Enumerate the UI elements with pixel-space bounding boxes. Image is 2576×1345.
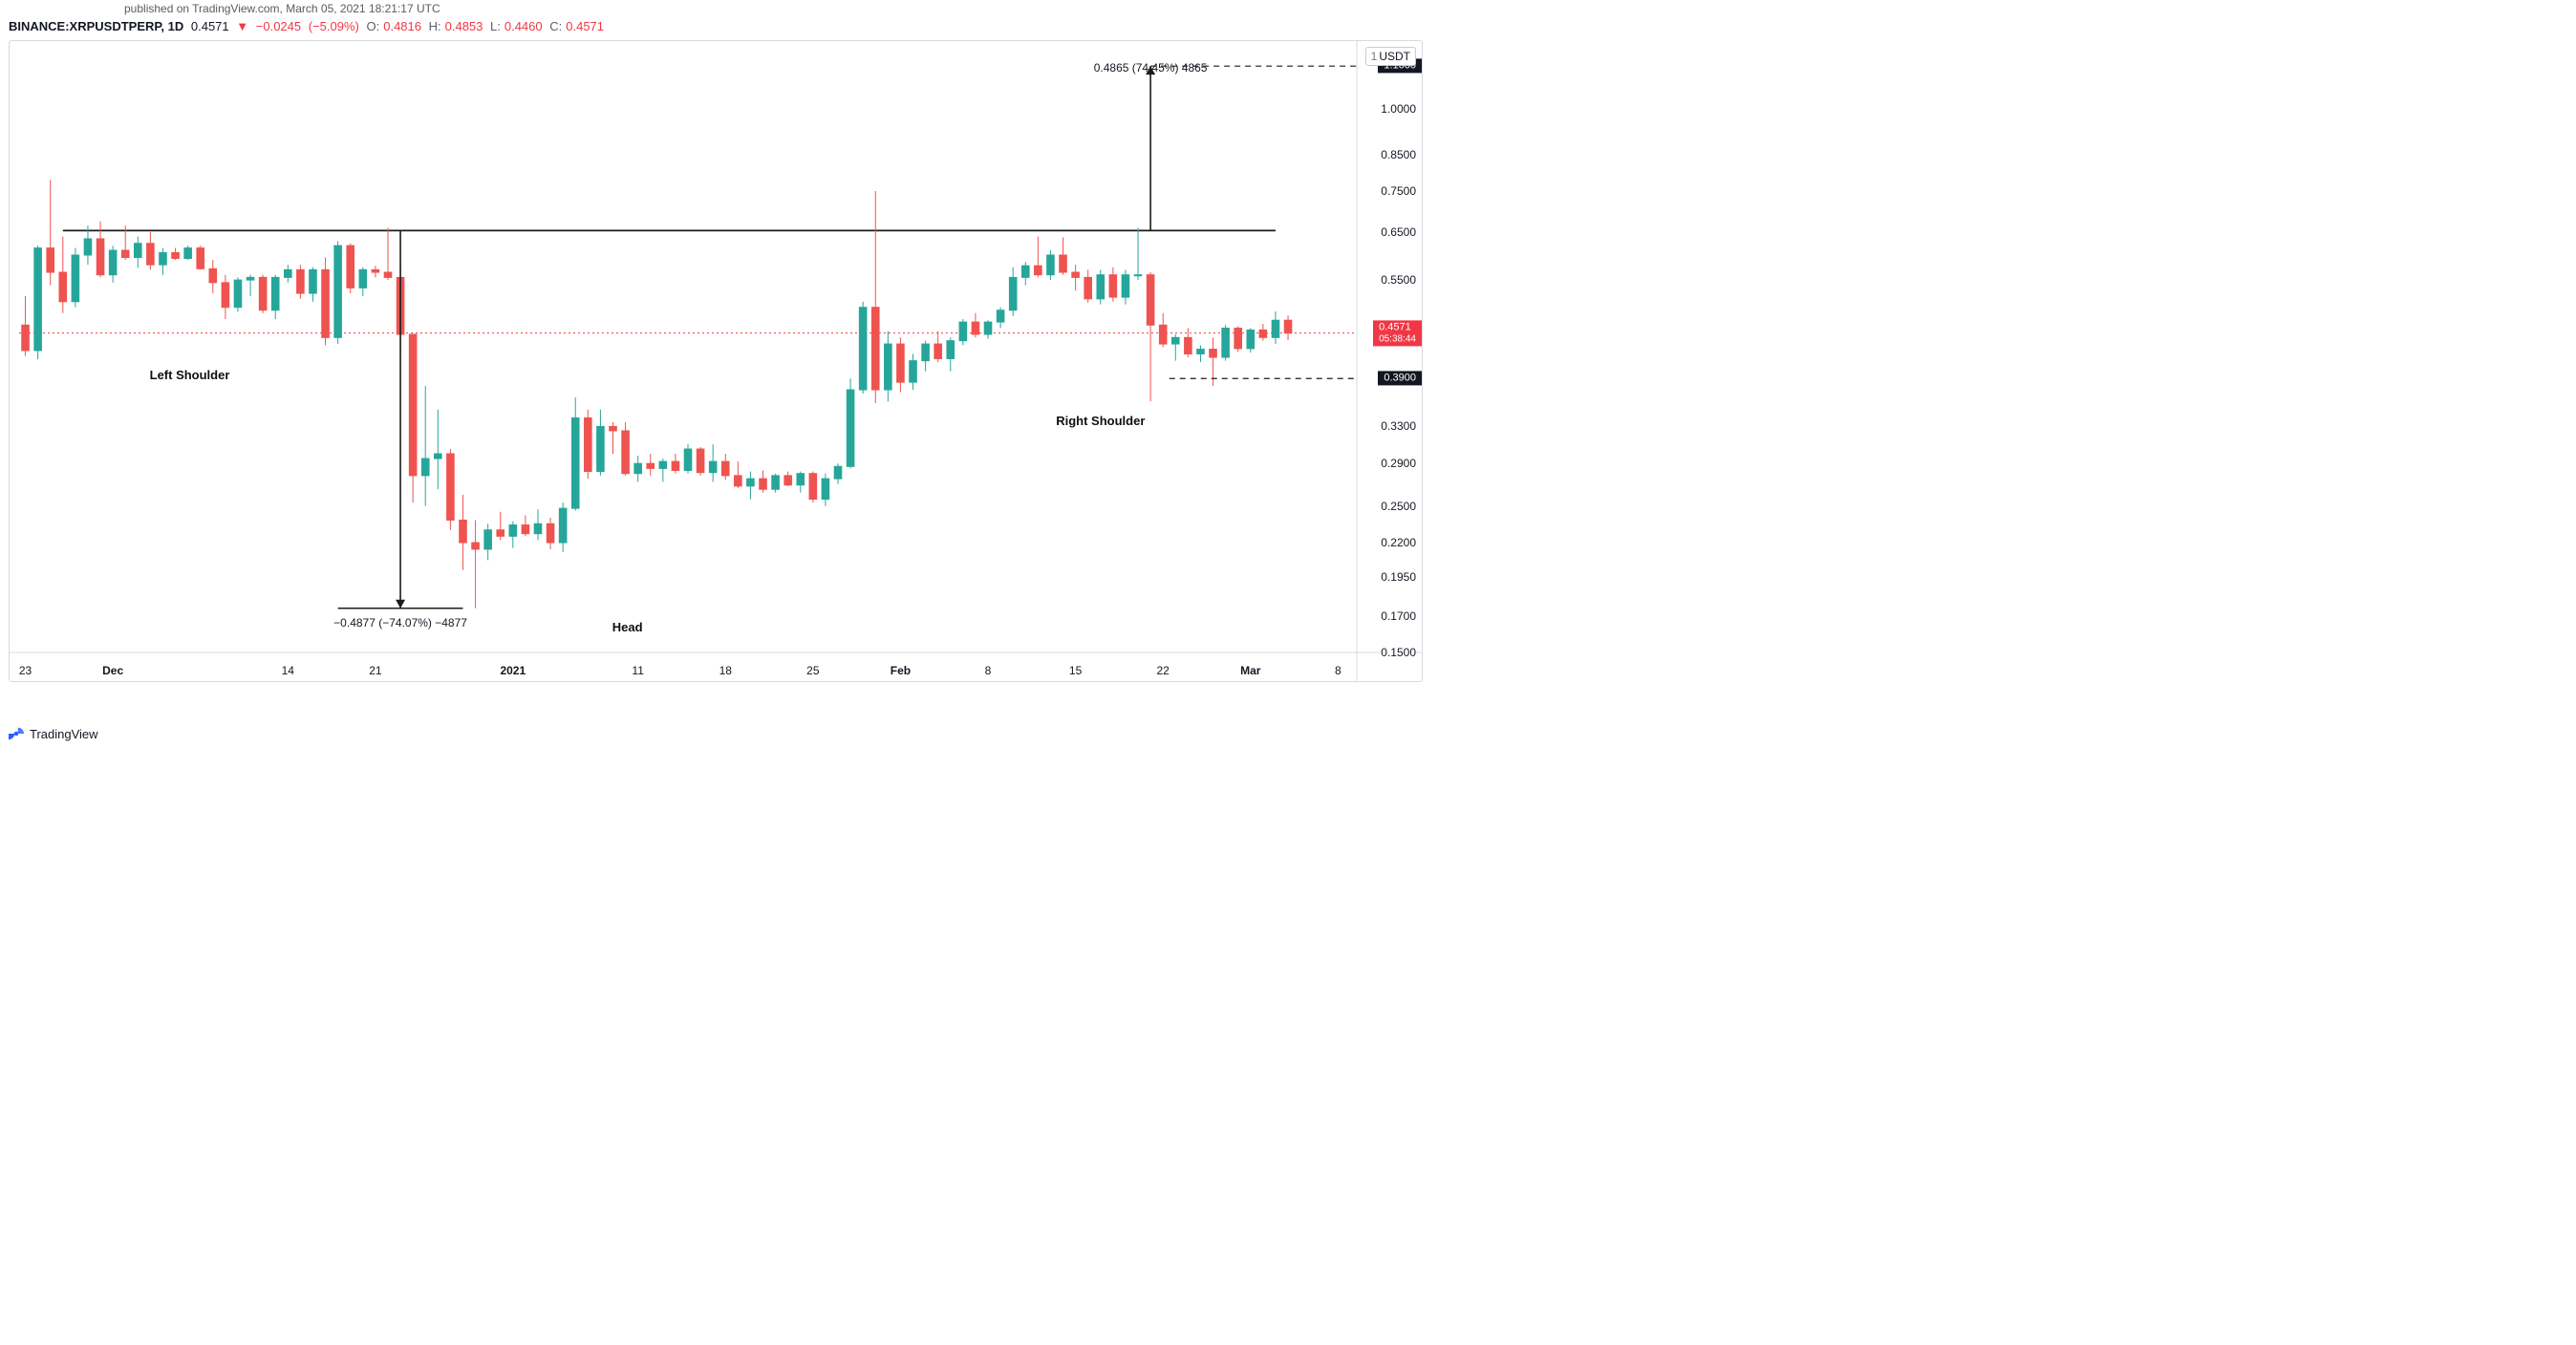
y-tick-label: 0.5500 xyxy=(1381,273,1416,287)
x-tick-label: 18 xyxy=(719,664,732,677)
chart-area[interactable]: 1.0000 0.8500 0.7500 0.6500 0.5500 0.3300 0.29… xyxy=(10,41,1422,681)
h-val: 0.4853 xyxy=(445,19,483,33)
y-tick-label: 0.1950 xyxy=(1381,570,1416,584)
measure-label: −0.4877 (−74.07%) −4877 xyxy=(333,616,467,630)
annotation-label: Head xyxy=(612,620,643,634)
y-tick-label: 0.3300 xyxy=(1381,419,1416,433)
x-tick-label: 8 xyxy=(985,664,992,677)
x-tick-label: 25 xyxy=(806,664,819,677)
x-tick-label: 15 xyxy=(1069,664,1082,677)
o-label: O: xyxy=(367,19,380,33)
price-tag: 0.3900 xyxy=(1378,372,1422,386)
currency-badge: 1USDT xyxy=(1365,47,1416,66)
tradingview-logo-icon xyxy=(9,726,24,741)
measure-label: 0.4865 (74.45%) 4865 xyxy=(1094,61,1208,75)
l-val: 0.4460 xyxy=(504,19,543,33)
y-tick-label: 0.2200 xyxy=(1381,536,1416,549)
x-tick-label: 2021 xyxy=(500,664,526,677)
x-tick-label: Dec xyxy=(102,664,123,677)
chart-panel[interactable]: 1.0000 0.8500 0.7500 0.6500 0.5500 0.3300 0.29… xyxy=(9,40,1423,682)
footer-brand: TradingView xyxy=(30,727,98,741)
annotation-label: Left Shoulder xyxy=(150,368,230,382)
change: −0.0245 xyxy=(256,19,301,33)
y-tick-label: 0.2900 xyxy=(1381,457,1416,470)
published-line: published on TradingView.com, March 05, … xyxy=(124,2,440,15)
x-tick-label: Feb xyxy=(891,664,911,677)
y-tick-label: 0.1500 xyxy=(1381,646,1416,659)
h-label: H: xyxy=(429,19,441,33)
c-label: C: xyxy=(549,19,562,33)
x-tick-label: 8 xyxy=(1335,664,1342,677)
y-tick-label: 0.1700 xyxy=(1381,609,1416,623)
symbol: BINANCE:XRPUSDTPERP, 1D xyxy=(9,19,183,33)
chart-header: BINANCE:XRPUSDTPERP, 1D 0.4571 ▼ −0.0245… xyxy=(9,19,608,33)
footer: TradingView xyxy=(9,726,98,741)
y-tick-label: 0.2500 xyxy=(1381,500,1416,513)
l-label: L: xyxy=(490,19,501,33)
price-tag: 0.457105:38:44 xyxy=(1373,320,1422,346)
change-pct: (−5.09%) xyxy=(309,19,359,33)
x-tick-label: Mar xyxy=(1240,664,1260,677)
x-tick-label: 11 xyxy=(632,664,643,677)
y-tick-label: 1.0000 xyxy=(1381,102,1416,116)
x-tick-label: 21 xyxy=(369,664,381,677)
x-tick-label: 22 xyxy=(1157,664,1170,677)
y-tick-label: 0.7500 xyxy=(1381,184,1416,198)
chart-root: published on TradingView.com, March 05, … xyxy=(0,0,1429,747)
y-tick-label: 0.8500 xyxy=(1381,148,1416,161)
c-val: 0.4571 xyxy=(566,19,604,33)
last-price: 0.4571 xyxy=(191,19,229,33)
badge-txt: USDT xyxy=(1379,50,1410,63)
down-arrow-icon: ▼ xyxy=(236,19,248,33)
badge-one: 1 xyxy=(1371,50,1378,63)
annotation-label: Right Shoulder xyxy=(1056,414,1145,428)
y-tick-label: 0.6500 xyxy=(1381,225,1416,239)
o-val: 0.4816 xyxy=(383,19,421,33)
x-tick-label: 14 xyxy=(282,664,294,677)
x-tick-label: 23 xyxy=(19,664,32,677)
